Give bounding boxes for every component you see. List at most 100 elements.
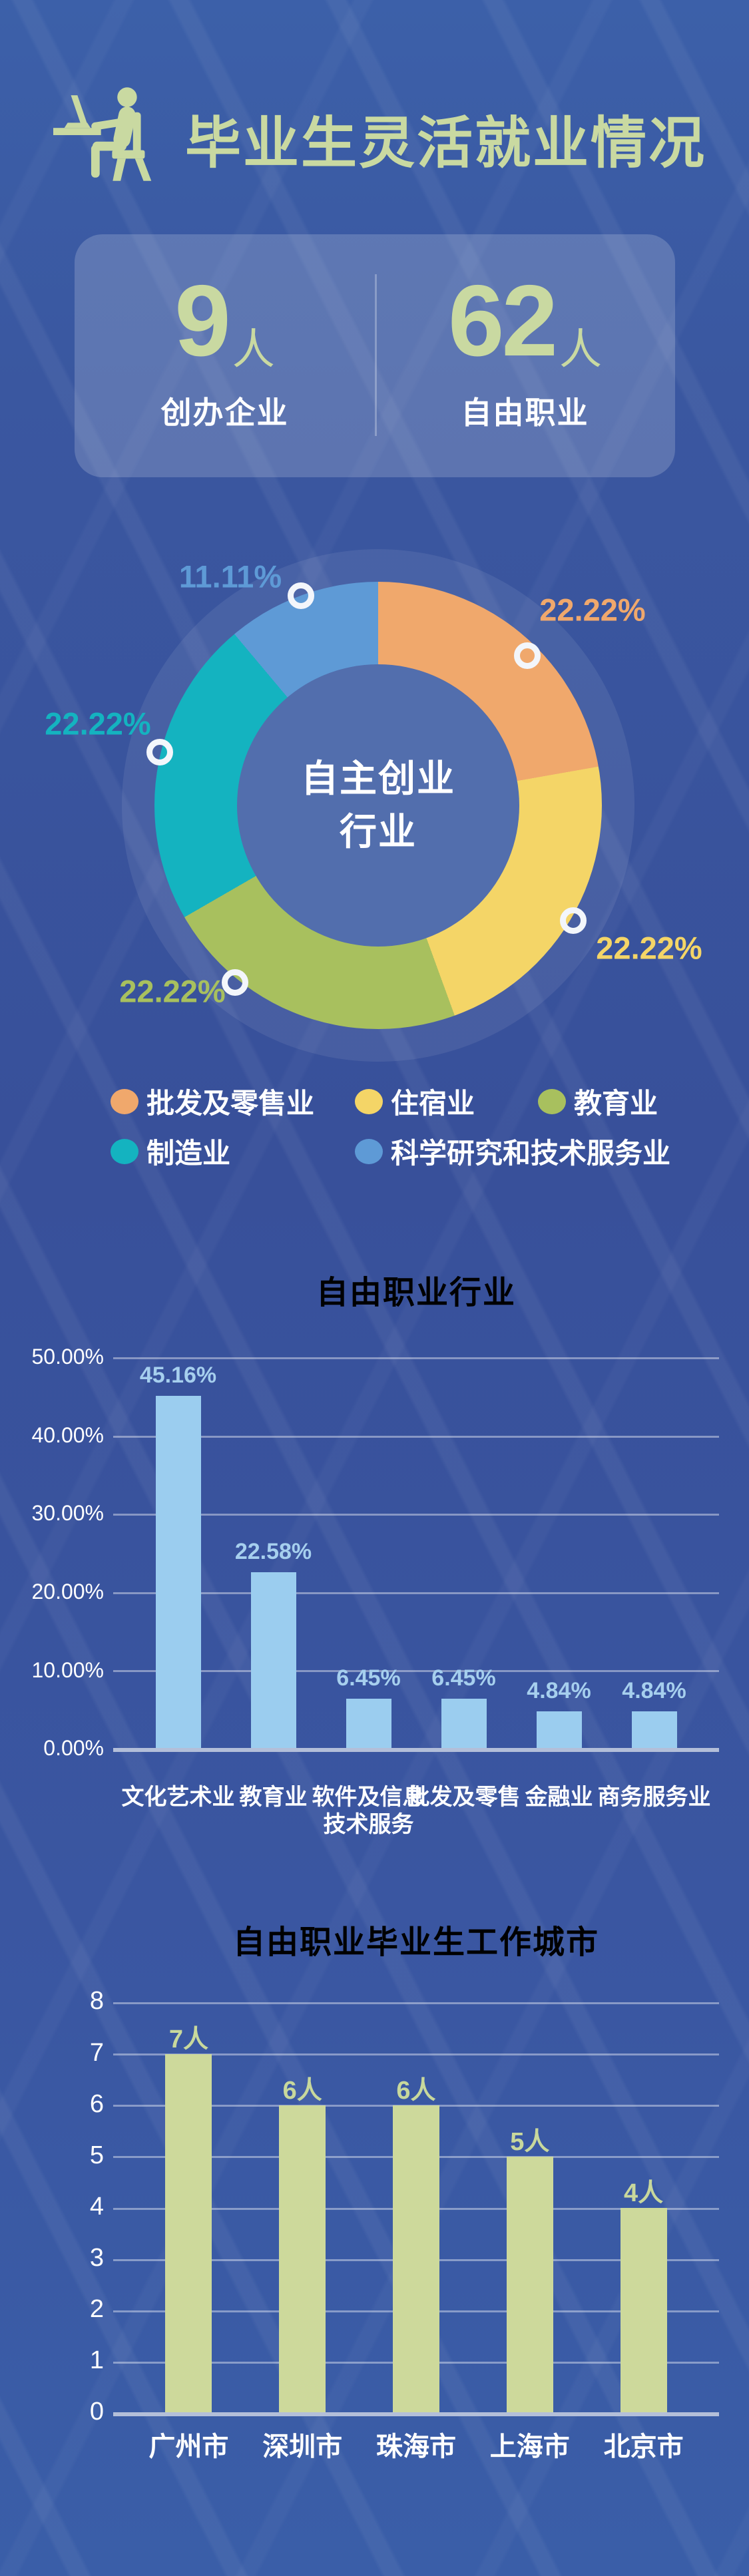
chart2-plot-value-label-3: 5人 — [510, 2128, 550, 2156]
legend-dot-2 — [538, 1088, 566, 1114]
startup-count: 9 人 — [174, 264, 275, 377]
freelance-count-unit: 人 — [559, 326, 603, 374]
chart2-plot-ytick-4: 4 — [89, 2192, 104, 2221]
chart2-plot-x-label-0: 广州市 — [148, 2432, 229, 2462]
donut-percent-label-2: 22.22% — [119, 973, 226, 1009]
chart1-plot-gridline-1 — [113, 1435, 719, 1438]
chart2-plot-x-label-1: 深圳市 — [262, 2432, 343, 2462]
chart1-plot-ytick-5: 0.00% — [43, 1736, 104, 1761]
chart2-plot-ytick-5: 3 — [89, 2244, 104, 2272]
chart2-plot-value-label-2: 6人 — [396, 2077, 436, 2105]
startup-count-unit: 人 — [232, 326, 275, 374]
chart1-plot-ytick-1: 40.00% — [31, 1422, 104, 1447]
legend-dot-0 — [111, 1088, 138, 1114]
chart1-title: 自由职业行业 — [316, 1275, 516, 1311]
donut-percent-label-0: 22.22% — [539, 592, 646, 628]
chart1-plot-bar-2 — [346, 1699, 391, 1749]
chart2-plot-ytick-6: 2 — [89, 2295, 104, 2324]
legend-dot-3 — [111, 1138, 138, 1164]
legend-dot-1 — [355, 1088, 383, 1114]
stat-freelance: 62 人 自由职业 — [375, 234, 675, 477]
legend-label-2: 教育业 — [574, 1088, 658, 1119]
freelance-count: 62 人 — [448, 270, 603, 374]
chart2-plot-bar-0 — [165, 2054, 212, 2414]
chart2-plot-bar-4 — [620, 2208, 667, 2414]
donut-center-line2: 行业 — [340, 811, 417, 853]
chart1-plot-x-label-5: 商务服务业 — [597, 1785, 711, 1810]
donut-percent-label-3: 22.22% — [45, 706, 151, 742]
chart1-plot-ytick-2: 30.00% — [31, 1501, 104, 1526]
donut-marker-0 — [514, 642, 541, 669]
summary-card: 9 人 创办企业 62 人 自由职业 — [75, 234, 675, 477]
chart1-plot-gridline-2 — [113, 1514, 719, 1516]
legend-item-2: 教育业 — [538, 1081, 658, 1122]
chart2-plot-x-label-2: 珠海市 — [376, 2432, 456, 2462]
donut-marker-4 — [288, 582, 314, 609]
donut-marker-1 — [560, 907, 587, 934]
donut-center-line1: 自主创业 — [301, 757, 455, 799]
chart1-plot-bar-0 — [155, 1396, 201, 1749]
chart1-plot-value-label-2: 6.45% — [336, 1665, 401, 1691]
legend-item-0: 批发及零售业 — [111, 1081, 314, 1122]
chart1-plot-ytick-3: 20.00% — [31, 1579, 104, 1604]
person-at-laptop-icon — [53, 87, 152, 181]
card-divider — [375, 274, 377, 436]
donut-percent-label-1: 22.22% — [596, 930, 702, 966]
chart2-plot-gridline-1 — [113, 2053, 719, 2056]
chart1-plot-x-label-2: 软件及信息 技术服务 — [312, 1785, 425, 1837]
page-title: 毕业生灵活就业情况 — [185, 113, 707, 175]
chart1-plot-gridline-4 — [113, 1670, 719, 1673]
startup-count-value: 9 — [174, 264, 231, 377]
chart2-plot-x-label-3: 上海市 — [489, 2432, 570, 2462]
chart1-plot-value-label-5: 4.84% — [622, 1678, 686, 1703]
legend-label-3: 制造业 — [146, 1138, 231, 1169]
chart2-plot-value-label-0: 7人 — [168, 2026, 208, 2053]
chart2-plot-bar-1 — [279, 2105, 326, 2414]
chart1-plot-axis — [113, 1748, 719, 1752]
chart2-plot-value-label-1: 6人 — [282, 2077, 322, 2105]
donut-percent-label-4: 11.11% — [178, 558, 282, 594]
chart1-plot-x-label-4: 金融业 — [525, 1785, 593, 1810]
legend-item-3: 制造业 — [111, 1131, 230, 1172]
chart2-plot-ytick-2: 6 — [89, 2089, 104, 2118]
chart2-plot-ytick-8: 0 — [89, 2398, 104, 2426]
chart1-plot-ytick-0: 50.00% — [31, 1345, 104, 1369]
chart1-plot-value-label-0: 45.16% — [139, 1363, 217, 1388]
donut-marker-2 — [222, 969, 248, 996]
chart1-plot-bar-3 — [441, 1699, 487, 1749]
chart2-plot-bar-2 — [393, 2105, 439, 2414]
chart2-title: 自由职业毕业生工作城市 — [232, 1925, 599, 1960]
chart1-plot-value-label-3: 6.45% — [431, 1665, 496, 1691]
chart1-plot-gridline-0 — [113, 1357, 719, 1359]
freelance-label: 自由职业 — [461, 395, 589, 431]
legend-item-4: 科学研究和技术服务业 — [355, 1131, 670, 1172]
chart1-plot-gridline-3 — [113, 1592, 719, 1594]
donut-center: 自主创业 行业 — [237, 664, 519, 947]
chart2-plot-bar-3 — [506, 2157, 553, 2414]
legend-label-1: 住宿业 — [391, 1088, 475, 1119]
chart1-plot-bar-4 — [536, 1711, 582, 1749]
chart2-plot-ytick-0: 8 — [89, 1987, 104, 2016]
chart1-plot-value-label-1: 22.58% — [234, 1539, 312, 1564]
legend-label-4: 科学研究和技术服务业 — [391, 1138, 671, 1169]
chart2-plot-axis — [113, 2412, 719, 2416]
chart2-plot-ytick-7: 1 — [89, 2346, 104, 2375]
chart1-plot-bar-1 — [250, 1572, 296, 1749]
chart2-plot-ytick-1: 7 — [89, 2038, 104, 2067]
chart2-plot-x-label-4: 北京市 — [603, 2432, 684, 2462]
legend-item-1: 住宿业 — [355, 1081, 475, 1122]
chart1-plot-x-label-0: 文化艺术业 — [121, 1785, 235, 1810]
legend-label-0: 批发及零售业 — [146, 1088, 315, 1119]
chart1-plot-ytick-4: 10.00% — [31, 1657, 104, 1682]
chart1-plot-x-label-1: 教育业 — [239, 1785, 308, 1810]
chart2-plot-value-label-4: 4人 — [624, 2179, 664, 2207]
chart1-plot-bar-5 — [631, 1711, 677, 1749]
legend-dot-4 — [355, 1138, 383, 1164]
stat-startup: 9 人 创办企业 — [75, 234, 375, 477]
chart1-plot-x-label-3: 批发及零售 — [407, 1785, 521, 1810]
donut-marker-3 — [146, 739, 173, 765]
